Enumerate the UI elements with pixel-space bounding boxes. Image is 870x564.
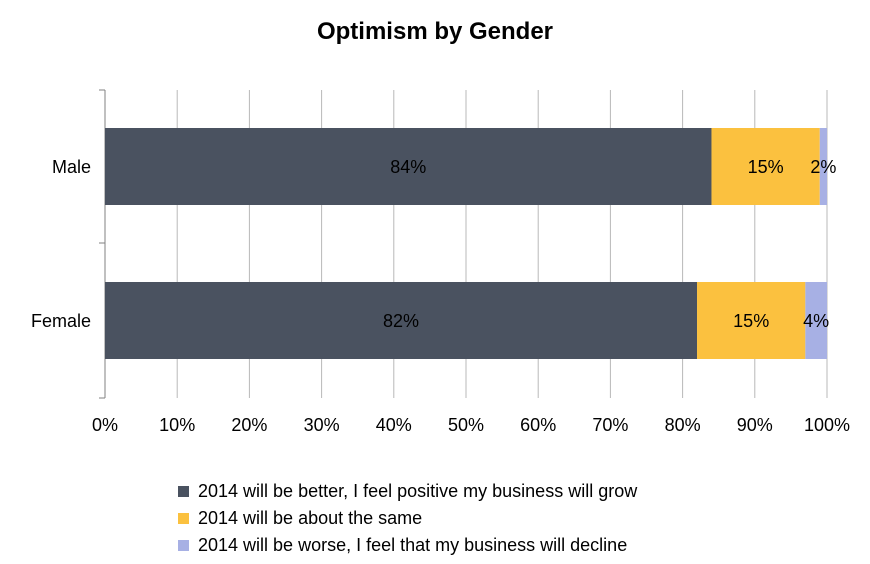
legend: 2014 will be better, I feel positive my … xyxy=(178,478,637,559)
bar-segment xyxy=(711,128,820,205)
legend-swatch xyxy=(178,540,189,551)
data-label: 4% xyxy=(803,311,829,331)
x-tick-label: 50% xyxy=(448,415,484,435)
x-tick-label: 80% xyxy=(665,415,701,435)
x-tick-label: 90% xyxy=(737,415,773,435)
legend-item: 2014 will be worse, I feel that my busin… xyxy=(178,532,637,559)
x-tick-label: 30% xyxy=(304,415,340,435)
data-label: 2% xyxy=(810,157,836,177)
x-tick-label: 70% xyxy=(592,415,628,435)
data-label: 84% xyxy=(390,157,426,177)
legend-label: 2014 will be worse, I feel that my busin… xyxy=(198,535,628,555)
x-tick-label: 20% xyxy=(231,415,267,435)
plot-area: 0% 10% 20% 30% 40% 50% 60% 70% 80% 90% 100% Male Fem… xyxy=(31,89,850,435)
bar-segment xyxy=(819,128,827,205)
x-tick-label: 0% xyxy=(92,415,118,435)
category-label: Male xyxy=(52,157,91,177)
data-label: 15% xyxy=(733,311,769,331)
legend-label: 2014 will be better, I feel positive my … xyxy=(198,481,638,501)
bar-segment xyxy=(105,128,712,205)
x-tick-label: 10% xyxy=(159,415,195,435)
chart-title: Optimism by Gender xyxy=(316,18,554,45)
legend-label: 2014 will be about the same xyxy=(198,508,423,528)
legend-item: 2014 will be about the same xyxy=(178,505,637,532)
data-label: 82% xyxy=(383,311,419,331)
x-tick-label: 100% xyxy=(804,415,850,435)
bar-segment xyxy=(805,282,827,359)
data-label: 15% xyxy=(748,157,784,177)
legend-item: 2014 will be better, I feel positive my … xyxy=(178,478,637,505)
x-tick-label: 60% xyxy=(520,415,556,435)
legend-swatch xyxy=(178,486,189,497)
bar-segment xyxy=(697,282,806,359)
legend-swatch xyxy=(178,513,189,524)
category-label: Female xyxy=(31,311,91,331)
x-tick-label: 40% xyxy=(376,415,412,435)
bar-segment xyxy=(105,282,698,359)
